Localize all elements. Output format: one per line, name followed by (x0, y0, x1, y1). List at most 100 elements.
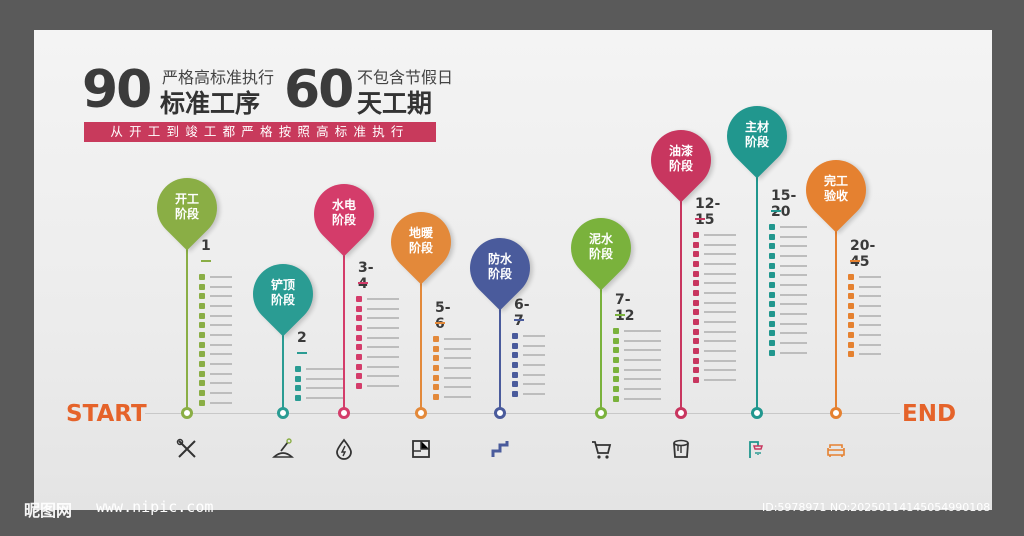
task-text-bar (704, 350, 736, 353)
task-bullet-icon (512, 381, 518, 388)
task-text-bar (859, 304, 881, 307)
task-text-bar (306, 367, 343, 370)
task-bullet-icon (295, 394, 301, 401)
task-bullet-icon (693, 260, 699, 267)
task-bullet-icon (769, 349, 775, 356)
task-bullet-icon (199, 273, 205, 280)
task-bullet-icon (693, 338, 699, 345)
stage-task-list (295, 364, 343, 403)
task-bullet-icon (848, 341, 854, 348)
cart-icon (592, 441, 612, 459)
task-bullet-icon (848, 302, 854, 309)
stage-stem (186, 248, 188, 413)
task-text-bar (306, 387, 343, 390)
stage-task-item (613, 355, 661, 365)
task-text-bar (523, 354, 545, 357)
stage-name-line2: 阶段 (744, 135, 769, 149)
stage-days: 3-4 (358, 260, 374, 292)
stage-task-item (769, 270, 807, 280)
water-drop-icon (336, 438, 352, 460)
stage-days: 7-12 (615, 292, 635, 324)
task-text-bar (780, 274, 807, 277)
task-text-bar (859, 333, 881, 336)
stage-dash (615, 314, 625, 316)
headline-number-90: 90 (82, 60, 152, 120)
task-text-bar (859, 275, 881, 278)
stage-name-line1: 完工 (823, 174, 848, 188)
stage-task-item (512, 341, 545, 351)
task-text-bar (444, 376, 471, 379)
task-text-bar (624, 329, 661, 332)
task-bullet-icon (199, 341, 205, 348)
task-text-bar (210, 353, 232, 356)
stage-pin-label: 水电 阶段 (314, 198, 374, 228)
task-text-bar (523, 383, 545, 386)
stage-task-item (356, 352, 399, 362)
stage-pin-label: 铲顶 阶段 (253, 278, 313, 308)
task-bullet-icon (693, 328, 699, 335)
stage-task-item (356, 362, 399, 372)
task-text-bar (523, 344, 545, 347)
task-text-bar (780, 313, 807, 316)
task-bullet-icon (769, 223, 775, 230)
task-bullet-icon (769, 311, 775, 318)
task-bullet-icon (356, 315, 362, 322)
stage-name-line2: 阶段 (668, 159, 693, 173)
task-bullet-icon (433, 374, 439, 381)
stage-task-item (848, 282, 881, 292)
task-text-bar (859, 343, 881, 346)
stage-task-item (693, 346, 736, 356)
stage-task-item (693, 278, 736, 288)
stage-task-item (433, 334, 471, 344)
task-text-bar (210, 392, 232, 395)
task-text-bar (210, 382, 232, 385)
task-text-bar (210, 343, 232, 346)
task-bullet-icon (613, 327, 619, 334)
headline-subtitle-2: 不包含节假日 (357, 68, 454, 87)
task-text-bar (704, 272, 736, 275)
stage-task-item (295, 393, 343, 403)
task-bullet-icon (848, 312, 854, 319)
task-bullet-icon (295, 375, 301, 382)
task-bullet-icon (199, 390, 205, 397)
task-bullet-icon (848, 283, 854, 290)
task-bullet-icon (199, 293, 205, 300)
task-bullet-icon (199, 361, 205, 368)
stage-stem (282, 334, 284, 413)
sofa-icon (827, 444, 845, 457)
task-text-bar (704, 379, 736, 382)
stage-task-item (199, 320, 232, 330)
task-bullet-icon (199, 380, 205, 387)
stage-task-item (199, 388, 232, 398)
stage-name-line1: 水电 (331, 198, 356, 212)
stage-task-item (769, 261, 807, 271)
task-bullet-icon (199, 351, 205, 358)
stage-task-item (693, 327, 736, 337)
stage-task-item (848, 320, 881, 330)
task-bullet-icon (693, 357, 699, 364)
task-bullet-icon (848, 351, 854, 358)
stage-task-item (199, 350, 232, 360)
task-bullet-icon (356, 344, 362, 351)
task-bullet-icon (199, 370, 205, 377)
stage-task-item (769, 222, 807, 232)
task-bullet-icon (613, 337, 619, 344)
task-bullet-icon (693, 309, 699, 316)
stage-task-item (613, 336, 661, 346)
task-text-bar (704, 311, 736, 314)
stage-task-item (613, 345, 661, 355)
stage-task-item (769, 329, 807, 339)
task-text-bar (444, 337, 471, 340)
stage-pin-label: 泥水 阶段 (571, 232, 631, 262)
task-text-bar (367, 336, 399, 339)
task-bullet-icon (693, 251, 699, 258)
stage-task-item (693, 366, 736, 376)
task-bullet-icon (693, 377, 699, 384)
timeline-node (675, 407, 687, 419)
stage-task-item (769, 232, 807, 242)
task-text-bar (523, 373, 545, 376)
task-bullet-icon (693, 280, 699, 287)
stage-task-item (613, 384, 661, 394)
task-text-bar (859, 324, 881, 327)
stage-dash (695, 218, 705, 220)
